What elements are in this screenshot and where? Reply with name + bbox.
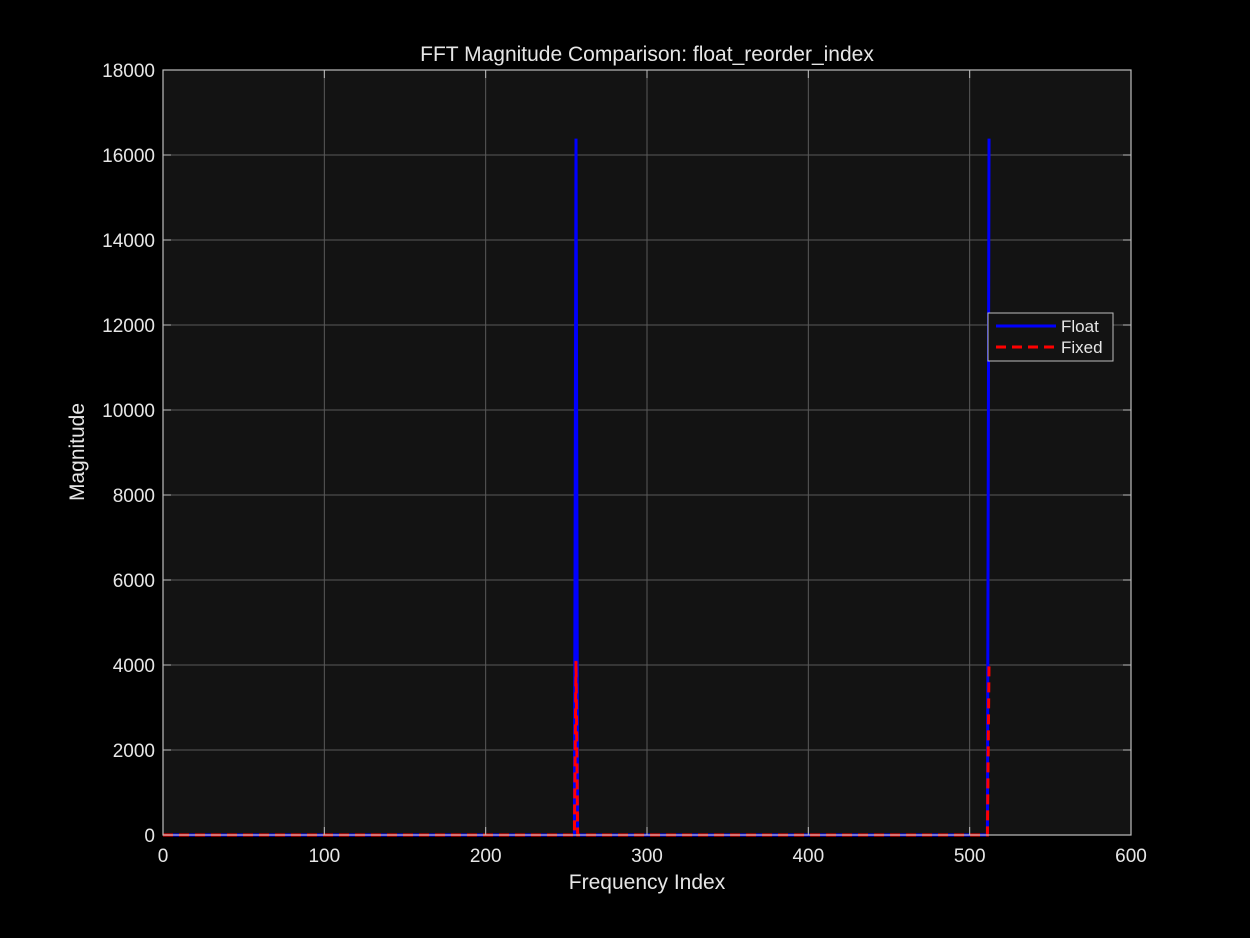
legend-box	[987, 312, 1114, 362]
y-tick-label: 10000	[102, 401, 155, 422]
y-tick-label: 14000	[102, 231, 155, 252]
y-tick-label: 0	[144, 826, 155, 847]
x-tick-label: 0	[158, 846, 169, 867]
legend: Float Fixed	[987, 312, 1114, 362]
x-tick-label: 200	[470, 846, 502, 867]
y-tick-label: 16000	[102, 146, 155, 167]
x-tick-label: 600	[1115, 846, 1147, 867]
x-tick-label: 100	[308, 846, 340, 867]
y-axis-label: Magnitude	[66, 403, 89, 501]
y-tick-label: 18000	[102, 61, 155, 82]
x-tick-label: 300	[631, 846, 663, 867]
x-tick-label: 400	[792, 846, 824, 867]
y-tick-label: 8000	[113, 486, 155, 507]
legend-label-float: Float	[1061, 317, 1099, 336]
y-tick-label: 12000	[102, 316, 155, 337]
axis-ticks: 0 100 200 300 400 500 600020004000600080001000…	[102, 61, 1147, 867]
y-tick-label: 4000	[113, 656, 155, 677]
chart-title: FFT Magnitude Comparison: float_reorder_…	[420, 43, 874, 66]
legend-label-fixed: Fixed	[1061, 338, 1103, 357]
x-axis-label: Frequency Index	[569, 871, 726, 894]
grid-lines	[163, 70, 1131, 835]
y-tick-label: 6000	[113, 571, 155, 592]
y-tick-label: 2000	[113, 741, 155, 762]
x-tick-label: 500	[954, 846, 986, 867]
